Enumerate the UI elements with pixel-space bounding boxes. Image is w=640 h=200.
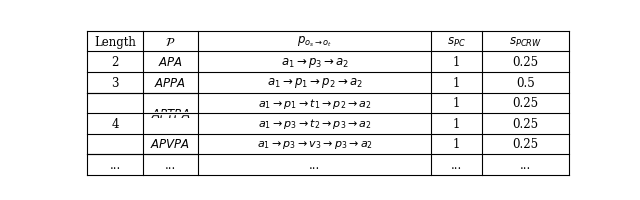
Text: $APA$: $APA$ [158, 56, 183, 69]
Text: ...: ... [165, 158, 176, 171]
Text: ...: ... [451, 158, 462, 171]
Text: $\mathcal{P}$: $\mathcal{P}$ [165, 35, 175, 48]
Text: 4: 4 [111, 117, 119, 130]
Text: Length: Length [94, 35, 136, 48]
Text: ...: ... [109, 158, 121, 171]
Text: $APPA$: $APPA$ [154, 76, 186, 89]
Text: $a_1 \rightarrow p_3 \rightarrow v_3 \rightarrow p_3 \rightarrow a_2$: $a_1 \rightarrow p_3 \rightarrow v_3 \ri… [257, 138, 373, 150]
Text: 0.25: 0.25 [512, 117, 538, 130]
Text: $s_{PC}$: $s_{PC}$ [447, 35, 466, 48]
Text: 3: 3 [111, 76, 119, 89]
Text: $APTPA$: $APTPA$ [151, 107, 190, 120]
Text: $a_1 \rightarrow p_1 \rightarrow p_2 \rightarrow a_2$: $a_1 \rightarrow p_1 \rightarrow p_2 \ri… [267, 76, 363, 90]
Text: 0.5: 0.5 [516, 76, 534, 89]
Text: 0.25: 0.25 [512, 138, 538, 151]
Text: $a_1 \rightarrow p_1 \rightarrow t_1 \rightarrow p_2 \rightarrow a_2$: $a_1 \rightarrow p_1 \rightarrow t_1 \ri… [258, 96, 372, 110]
Text: 2: 2 [111, 56, 119, 69]
Text: 1: 1 [453, 56, 460, 69]
Text: $APVPA$: $APVPA$ [150, 138, 191, 151]
Text: 1: 1 [453, 76, 460, 89]
Text: $a_1 \rightarrow p_3 \rightarrow a_2$: $a_1 \rightarrow p_3 \rightarrow a_2$ [280, 55, 349, 69]
Text: 1: 1 [453, 117, 460, 130]
Text: 1: 1 [453, 97, 460, 110]
Text: $p_{o_s \rightarrow o_t}$: $p_{o_s \rightarrow o_t}$ [297, 35, 332, 49]
Text: 1: 1 [453, 138, 460, 151]
Text: $s_{PCRW}$: $s_{PCRW}$ [509, 35, 541, 48]
Text: 0.25: 0.25 [512, 97, 538, 110]
Text: ...: ... [309, 158, 321, 171]
Text: $a_1 \rightarrow p_3 \rightarrow t_2 \rightarrow p_3 \rightarrow a_2$: $a_1 \rightarrow p_3 \rightarrow t_2 \ri… [258, 117, 372, 131]
Text: ...: ... [520, 158, 531, 171]
Text: 0.25: 0.25 [512, 56, 538, 69]
